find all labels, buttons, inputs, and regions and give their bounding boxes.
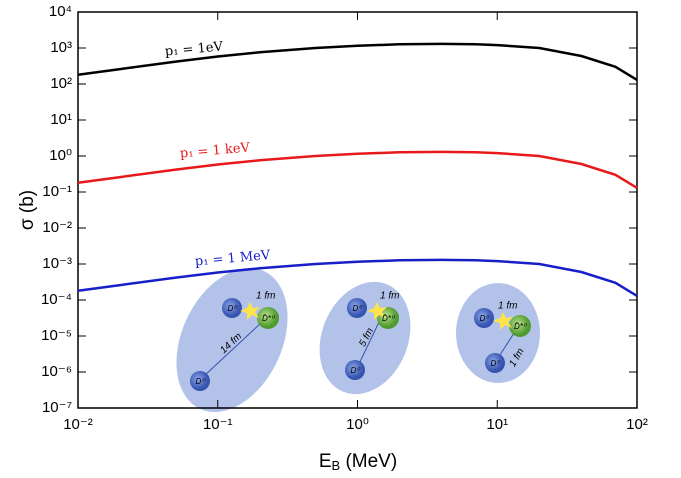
series-label: p₁ = 1eV: [164, 39, 224, 59]
x-axis-label: EB (MeV): [319, 451, 397, 473]
x-tick-label: 10²: [626, 416, 648, 433]
inset-label: D⁰: [196, 377, 207, 386]
particle: [377, 307, 399, 329]
x-axis-label-part: E: [319, 451, 332, 472]
y-tick-label: 10⁻⁴: [41, 291, 72, 308]
distance: [497, 329, 517, 359]
star: [240, 302, 260, 320]
inset-label: 1 fm: [256, 291, 275, 302]
inset-label: D̄*⁰: [514, 322, 528, 331]
y-tick-label: 10⁻³: [42, 255, 72, 272]
x-tick-label: 10⁻²: [63, 416, 93, 433]
particle: [190, 371, 210, 391]
inset-label: 1 fm: [380, 291, 399, 302]
inset-label: D̄*⁰: [262, 314, 276, 323]
inset-label: D⁰: [480, 314, 491, 323]
y-tick-label: 10¹: [50, 111, 72, 128]
x-axis-label-part: (MeV): [340, 451, 397, 472]
inset-label: D⁰: [353, 304, 364, 313]
series-label: p₁ = 1 MeV: [194, 248, 271, 270]
x-axis-label-part: B: [332, 458, 341, 473]
series-line: [77, 150, 638, 189]
inset-label: D⁰: [351, 366, 362, 375]
series-line: [77, 258, 638, 297]
y-axis-label: σ (b): [17, 190, 38, 230]
particle: [509, 315, 531, 337]
series-line: [77, 42, 638, 81]
y-tick-label: 10⁻⁵: [41, 327, 72, 344]
y-tick-label: 10⁴: [49, 3, 72, 20]
particle: [485, 353, 505, 373]
x-tick-label: 10⁻¹: [203, 416, 233, 433]
particle: [222, 298, 242, 318]
particle: [347, 298, 367, 318]
inset-label: D⁰: [491, 359, 502, 368]
molecule: [456, 283, 540, 383]
y-tick-label: 10⁻⁷: [42, 399, 72, 416]
y-tick-label: 10²: [50, 75, 72, 92]
inset: 1 fm 14 fm D⁰ D̄*⁰ D⁰ 1 fm 5 fm D⁰ D̄*⁰ …: [176, 267, 540, 413]
star: [493, 312, 513, 330]
y-tick-label: 10⁻⁶: [41, 363, 72, 380]
inset-label: 1 fm: [498, 301, 517, 312]
particle: [345, 360, 365, 380]
inset-label: D̄*⁰: [382, 314, 396, 323]
x-tick-label: 10⁰: [346, 416, 369, 433]
y-tick-label: 10³: [50, 39, 72, 56]
distance: [203, 321, 263, 377]
inset-label: D⁰: [228, 304, 239, 313]
y-tick-label: 10⁻²: [42, 219, 72, 236]
particle: [474, 308, 494, 328]
star: [367, 302, 387, 320]
y-tick-label: 10⁻¹: [42, 183, 72, 200]
series-label: p₁ = 1 keV: [179, 140, 251, 161]
x-tick-label: 10¹: [486, 416, 508, 433]
distance: [357, 319, 381, 367]
y-tick-label: 10⁰: [49, 147, 72, 164]
particle: [257, 307, 279, 329]
